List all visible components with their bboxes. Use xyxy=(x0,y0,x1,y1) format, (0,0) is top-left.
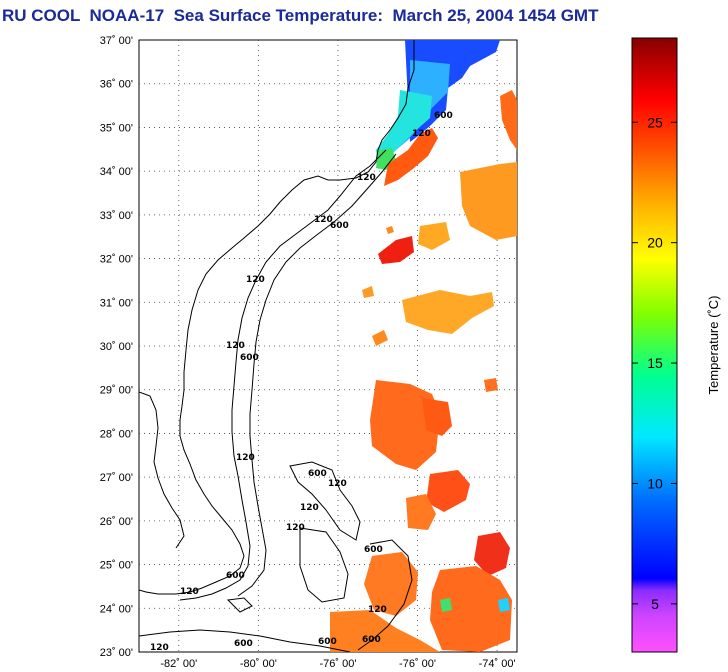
coastline-bahamas-1 xyxy=(289,461,361,541)
latitude-tick-labels: 23˚ 00' 24˚ 00' 25˚ 00' 26˚ 00' 27˚ 00' 28˚ 0… xyxy=(100,35,133,659)
contour-label: 120 xyxy=(328,479,347,489)
contour-label: 600 xyxy=(318,637,337,647)
sst-patch-speck-3 xyxy=(484,378,498,392)
contour-label: 600 xyxy=(330,221,349,231)
contour-label: 120 xyxy=(286,523,305,533)
contour-label: 120 xyxy=(314,215,333,225)
map-gridlines xyxy=(139,40,517,652)
lon-tick-label: -74˚ 00' xyxy=(479,658,516,670)
lon-tick-label: -76˚ 00' xyxy=(399,658,436,670)
sst-patch-far-south xyxy=(330,610,440,652)
contour-label: 120 xyxy=(180,587,199,597)
sst-patch-speck-2 xyxy=(362,286,374,298)
coastline-us xyxy=(139,40,415,595)
contour-600-us xyxy=(237,153,397,597)
colorbar-tick-label: 25 xyxy=(647,114,663,130)
coastline-cuba xyxy=(139,629,351,652)
sst-patch-offshore-2 xyxy=(418,222,450,250)
sst-patch-31-edge xyxy=(372,330,388,346)
sst-patch-24 xyxy=(430,566,512,652)
lat-tick-label: 30˚ 00' xyxy=(100,341,133,353)
colorbar-tick-label: 5 xyxy=(651,596,659,612)
sst-patch-cyan xyxy=(376,90,432,164)
colorbar-gradient xyxy=(631,37,678,653)
contour-label: 120 xyxy=(236,453,255,463)
contour-label: 120 xyxy=(412,129,431,139)
colorbar: 5 10 15 20 25 Temperature (˚C) xyxy=(631,37,721,653)
lat-tick-label: 34˚ 00' xyxy=(100,166,133,178)
sst-patch-26 xyxy=(406,494,436,530)
sst-patch-31 xyxy=(402,290,494,334)
lat-tick-label: 28˚ 00' xyxy=(100,428,133,440)
contour-120-us xyxy=(179,149,387,601)
colorbar-tick-label: 20 xyxy=(647,235,663,251)
contour-labels: 120 120 600 120 600 120 120 600 120 600 … xyxy=(150,111,453,653)
sst-patch-warm-cape xyxy=(384,128,438,186)
contour-label: 120 xyxy=(246,275,265,285)
contour-label: 600 xyxy=(364,545,383,555)
lon-tick-label: -82˚ 00' xyxy=(160,658,197,670)
longitude-tick-labels: -82˚ 00' -80˚ 00' -76˚ 00' -76˚ 00' -74˚ 00' xyxy=(160,658,515,670)
sst-data-layer xyxy=(330,40,517,652)
lat-tick-label: 32˚ 00' xyxy=(100,254,133,266)
contour-label: 120 xyxy=(150,643,169,653)
contour-bahamas-120 xyxy=(357,539,413,651)
lat-tick-label: 36˚ 00' xyxy=(100,79,133,91)
lat-tick-label: 31˚ 00' xyxy=(100,297,133,309)
colorbar-title: Temperature (˚C) xyxy=(706,296,721,395)
map-plot-area xyxy=(138,39,518,653)
sst-patch-speck-1 xyxy=(386,226,394,234)
coastline-gulf xyxy=(139,391,185,549)
contour-label: 600 xyxy=(226,571,245,581)
lat-tick-label: 35˚ 00' xyxy=(100,122,133,134)
contour-label: 120 xyxy=(368,605,387,615)
contour-label: 600 xyxy=(362,635,381,645)
coastline-bahamas-2 xyxy=(299,527,349,603)
lat-tick-label: 29˚ 00' xyxy=(100,385,133,397)
lat-tick-label: 25˚ 00' xyxy=(100,560,133,572)
lat-tick-label: 27˚ 00' xyxy=(100,472,133,484)
coastline-cuba-2 xyxy=(226,597,253,613)
sst-patch-red-32 xyxy=(378,236,414,264)
sst-patch-24-bahamas xyxy=(364,552,418,616)
contour-label: 120 xyxy=(300,503,319,513)
sst-patch-south-green xyxy=(440,598,452,612)
coastline-layer xyxy=(139,40,415,652)
colorbar-ticks: 5 10 15 20 25 xyxy=(632,114,677,612)
contour-label: 600 xyxy=(240,353,259,363)
lat-tick-label: 24˚ 00' xyxy=(100,603,133,615)
lon-tick-label: -80˚ 00' xyxy=(240,658,277,670)
sst-patch-28-east xyxy=(422,398,452,436)
contour-label: 120 xyxy=(226,341,245,351)
sst-patch-gulfstream-north xyxy=(500,90,517,150)
contour-label: 600 xyxy=(434,111,453,121)
lat-tick-label: 37˚ 00' xyxy=(100,35,133,47)
colorbar-tick-label: 15 xyxy=(647,355,663,371)
lon-tick-label: -76˚ 00' xyxy=(319,658,356,670)
lat-tick-label: 26˚ 00' xyxy=(100,516,133,528)
sst-patch-25-east xyxy=(474,532,510,576)
lat-tick-label: 23˚ 00' xyxy=(100,647,133,659)
contour-label: 120 xyxy=(357,173,376,183)
sst-patch-offshore-1 xyxy=(460,162,517,240)
contour-label: 600 xyxy=(308,469,327,479)
sst-patch-south-cyan xyxy=(498,598,510,612)
colorbar-tick-label: 10 xyxy=(647,475,663,491)
contour-label: 600 xyxy=(234,639,253,649)
sst-patch-28-west xyxy=(370,380,440,470)
sst-patch-27 xyxy=(426,470,470,512)
chart-title: RU COOL NOAA-17 Sea Surface Temperature:… xyxy=(2,6,599,25)
lat-tick-label: 33˚ 00' xyxy=(100,210,133,222)
